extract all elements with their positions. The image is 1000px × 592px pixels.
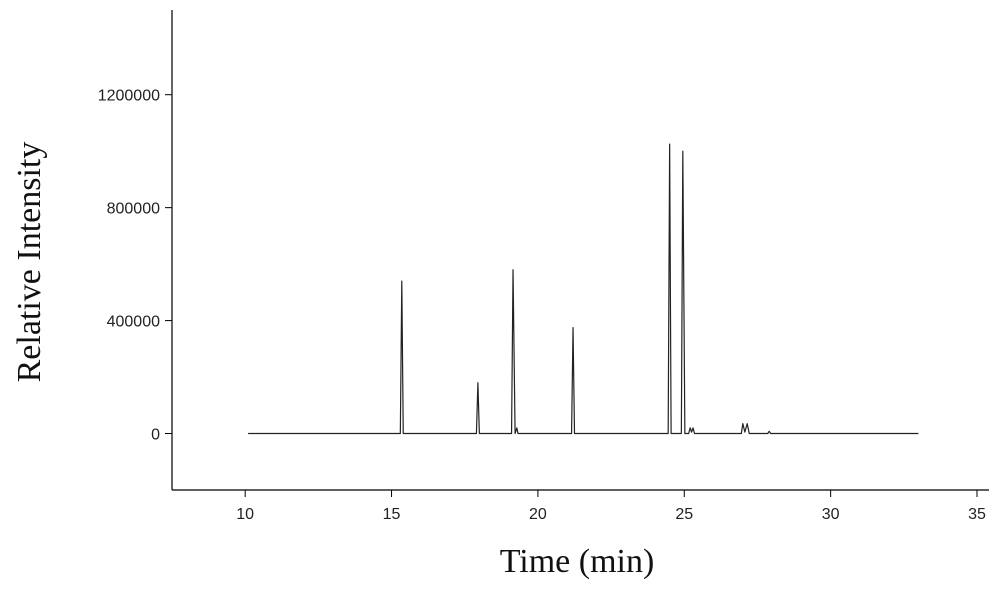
y-tick-label: 800000 bbox=[107, 201, 160, 218]
y-tick-label: 0 bbox=[151, 427, 160, 444]
x-tick-label: 35 bbox=[968, 506, 986, 523]
x-tick-label: 15 bbox=[383, 506, 401, 523]
y-tick-label: 1200000 bbox=[98, 88, 160, 105]
y-tick-label: 400000 bbox=[107, 314, 160, 331]
x-tick-label: 25 bbox=[675, 506, 693, 523]
x-axis-title: Time (min) bbox=[500, 543, 655, 580]
x-tick-label: 20 bbox=[529, 506, 547, 523]
x-tick-label: 30 bbox=[822, 506, 840, 523]
y-axis-title: Relative Intensity bbox=[11, 142, 48, 383]
series-line bbox=[248, 143, 919, 435]
x-tick-label: 10 bbox=[236, 506, 254, 523]
